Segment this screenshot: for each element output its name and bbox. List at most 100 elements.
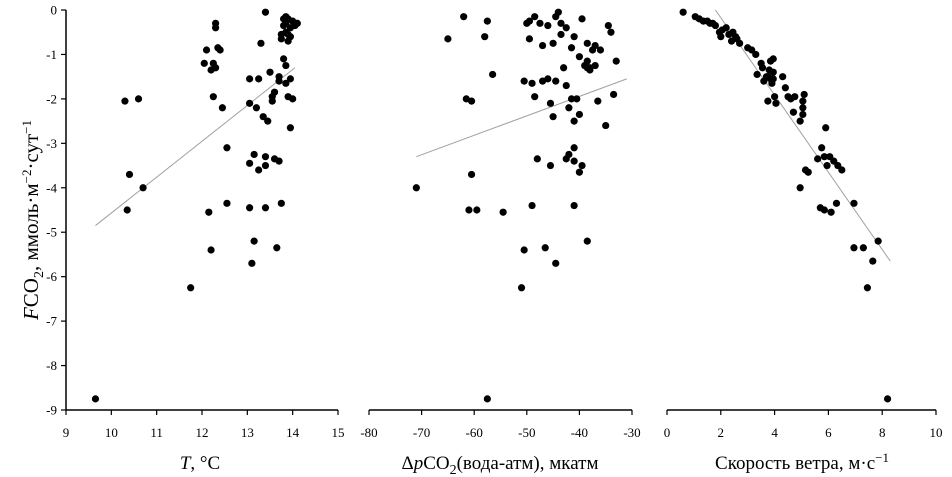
data-point	[602, 121, 610, 130]
data-point	[467, 97, 476, 105]
data-point	[275, 157, 283, 165]
data-point	[546, 161, 555, 170]
data-point	[212, 24, 220, 32]
data-point	[804, 168, 812, 176]
data-point	[444, 35, 452, 43]
data-point	[275, 73, 283, 81]
data-point	[789, 108, 798, 116]
data-point	[544, 21, 552, 30]
data-point	[609, 90, 618, 99]
data-point	[266, 68, 274, 76]
x-title-p-rest: (вода-атм), мкатм	[457, 453, 599, 474]
data-point	[552, 77, 560, 85]
data-point	[583, 237, 591, 245]
x-tick-label: 6	[825, 425, 832, 440]
x-title-t-main: T	[180, 453, 192, 474]
data-point	[467, 170, 476, 179]
data-point	[139, 184, 147, 192]
x-tick-label: -60	[466, 425, 483, 440]
panel-delta-pco2: -80 -70 -60 -50 -40 -30	[360, 8, 641, 440]
x-title-w-sup: −1	[875, 450, 889, 465]
data-point	[536, 19, 544, 27]
data-point	[799, 110, 807, 119]
x-tick-label: 13	[241, 425, 254, 440]
data-point	[282, 79, 290, 87]
data-point	[771, 93, 779, 101]
data-point	[273, 244, 281, 252]
data-point	[557, 30, 565, 39]
x-tick-label: -80	[360, 425, 377, 440]
data-point	[736, 39, 744, 47]
y-tick-label: -5	[46, 225, 57, 240]
data-point	[517, 284, 526, 292]
data-point	[284, 30, 292, 39]
x-tick-label: 10	[930, 425, 943, 440]
data-point	[549, 39, 557, 47]
y-tick-label: -6	[46, 269, 57, 284]
data-point	[596, 46, 605, 54]
data-point	[570, 117, 578, 125]
data-point	[838, 166, 846, 174]
data-point	[717, 33, 725, 41]
x-tick-label: -50	[518, 425, 535, 440]
data-point	[528, 201, 536, 210]
y-title-co: CO	[19, 278, 43, 307]
data-point	[520, 246, 528, 254]
data-point	[289, 95, 297, 103]
data-point	[209, 93, 217, 101]
data-point	[769, 75, 777, 83]
x-tick-label: -40	[571, 425, 588, 440]
data-point	[791, 93, 799, 101]
x-title-w-main: Скорость ветра, м·с	[715, 453, 875, 474]
data-point	[525, 35, 534, 43]
x-tick-label: 11	[150, 425, 163, 440]
data-point	[758, 64, 767, 72]
data-point	[850, 244, 858, 252]
data-point	[586, 66, 594, 74]
y-title-main: F	[19, 307, 43, 321]
data-point	[465, 206, 473, 214]
data-point	[261, 8, 270, 16]
y-tick-label: -1	[46, 47, 57, 62]
data-point	[282, 13, 290, 21]
data-point	[531, 13, 539, 21]
data-point	[850, 199, 858, 207]
x-tick-label: 15	[332, 425, 345, 440]
data-point	[594, 97, 602, 105]
data-point	[575, 53, 584, 61]
data-point	[557, 19, 565, 27]
data-point	[250, 237, 258, 245]
data-point	[565, 150, 573, 159]
data-point	[270, 88, 279, 96]
y-tick-label: -3	[46, 136, 57, 151]
data-point	[252, 104, 260, 112]
data-point	[769, 55, 777, 63]
data-point	[538, 41, 547, 50]
data-point	[460, 13, 468, 21]
data-point	[412, 184, 420, 192]
data-point	[218, 104, 226, 112]
y-title-mid: ·сут	[19, 134, 43, 170]
data-point	[280, 55, 288, 63]
data-point	[125, 170, 134, 179]
data-point	[591, 41, 599, 50]
data-point	[772, 99, 780, 107]
data-point	[874, 237, 882, 245]
y-title-rest: , ммоль·м	[19, 183, 43, 271]
data-point	[591, 61, 599, 70]
data-point	[578, 15, 586, 23]
data-point	[205, 208, 213, 216]
data-point	[612, 57, 620, 65]
data-point	[202, 46, 211, 54]
data-point	[562, 24, 570, 32]
data-point	[823, 161, 831, 170]
data-point	[796, 117, 804, 125]
data-point	[562, 81, 570, 90]
data-point	[711, 21, 720, 30]
trend-line	[416, 78, 627, 158]
x-tick-label: 4	[771, 425, 778, 440]
x-tick-label: 12	[196, 425, 209, 440]
x-title-p-sub: 2	[450, 463, 457, 477]
x-title-p-pre: Δ	[401, 453, 413, 474]
